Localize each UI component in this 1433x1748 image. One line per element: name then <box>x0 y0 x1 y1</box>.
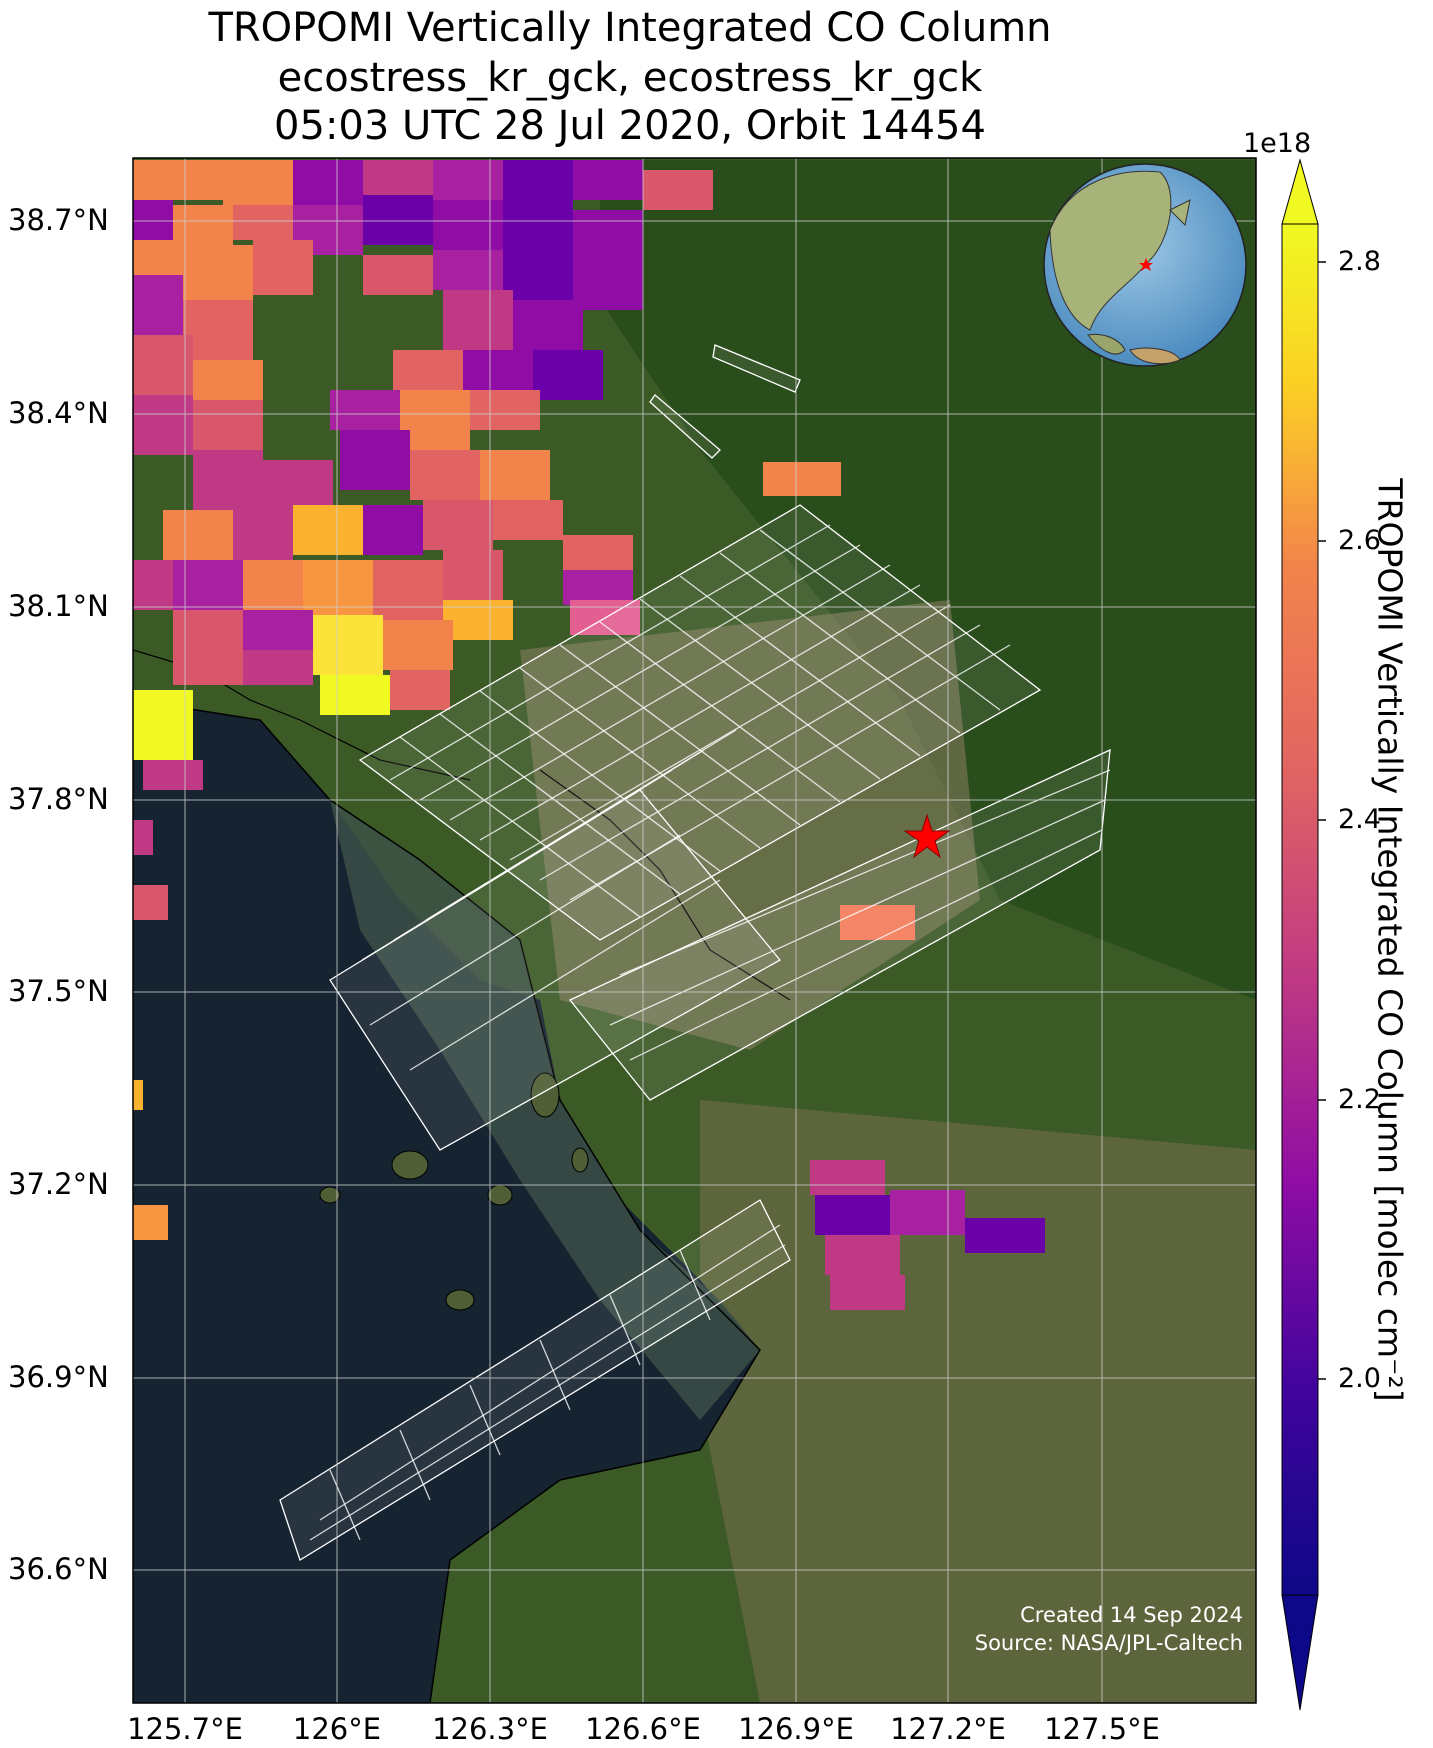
colorbar-tick-label: 2.2 <box>1338 1084 1381 1115</box>
lon-tick-label: 127.2°E <box>890 1712 1006 1746</box>
colorbar-tick-label: 2.6 <box>1338 525 1381 556</box>
lon-tick-label: 127.5°E <box>1044 1712 1160 1746</box>
gridlines <box>133 158 1256 1703</box>
colorbar-tick-label: 2.8 <box>1338 246 1381 277</box>
lon-tick-label: 125.7°E <box>127 1712 243 1746</box>
lat-tick-label: 38.1°N <box>8 589 109 623</box>
lon-tick-label: 126.6°E <box>585 1712 701 1746</box>
ecostress-footprint-grid <box>279 344 1111 1561</box>
mountain-shading <box>600 160 1256 1000</box>
korea-dmz-border <box>539 769 791 1001</box>
credit-created: Created 14 Sep 2024 <box>1020 1603 1243 1627</box>
map-frame <box>132 157 1257 1704</box>
colorbar-bar <box>1282 224 1318 1595</box>
island <box>391 1150 429 1180</box>
colorbar-exponent: 1e18 <box>1243 128 1312 159</box>
colorbar-label: TROPOMI Vertically Integrated CO Column … <box>1370 478 1410 1402</box>
credit-source: Source: NASA/JPL-Caltech <box>974 1631 1243 1655</box>
title-line-3: 05:03 UTC 28 Jul 2020, Orbit 14454 <box>274 103 986 149</box>
title-line-1: TROPOMI Vertically Integrated CO Column <box>208 5 1052 51</box>
lat-tick-label: 37.8°N <box>8 782 109 816</box>
island <box>319 1186 341 1204</box>
globe-locator-inset <box>1043 163 1247 367</box>
globe-star-marker <box>1139 258 1153 271</box>
lat-tick-label: 36.9°N <box>8 1360 109 1394</box>
lon-tick-label: 126.9°E <box>738 1712 854 1746</box>
island <box>487 1184 513 1206</box>
colorbar-extend-bottom <box>1281 1594 1319 1711</box>
yellow-sea <box>133 700 760 1703</box>
colorbar-extend-top <box>1281 158 1319 225</box>
lat-tick-label: 37.5°N <box>8 974 109 1008</box>
lon-tick-label: 126.3°E <box>432 1712 548 1746</box>
title-line-2: ecostress_kr_gck, ecostress_kr_gck <box>277 55 983 101</box>
lat-tick-label: 37.2°N <box>8 1167 109 1201</box>
tropomi-pixels <box>133 160 1045 1310</box>
colorbar <box>1281 158 1326 1711</box>
lat-tick-label: 36.6°N <box>8 1552 109 1586</box>
lat-tick-label: 38.7°N <box>8 203 109 237</box>
lat-tick-label: 38.4°N <box>8 396 109 430</box>
island <box>445 1289 475 1311</box>
target-star-marker <box>903 813 951 859</box>
coastline <box>133 699 761 1703</box>
island <box>530 1072 560 1118</box>
lon-tick-label: 126°E <box>292 1712 382 1746</box>
colorbar-tick-label: 2.0 <box>1338 1363 1381 1394</box>
island <box>571 1147 589 1173</box>
colorbar-tick-label: 2.4 <box>1338 804 1381 835</box>
